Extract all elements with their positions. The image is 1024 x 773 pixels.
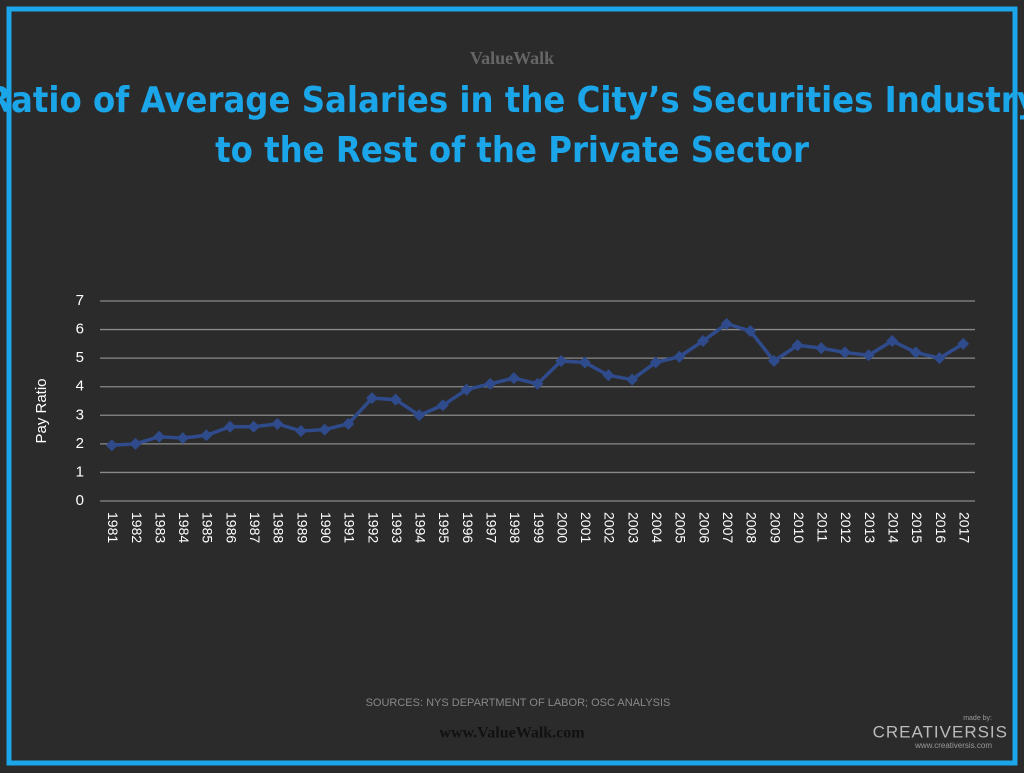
x-tick-label: 1991 — [342, 512, 358, 543]
y-tick-label: 5 — [76, 349, 84, 366]
marker — [791, 339, 804, 352]
x-tick-label: 1983 — [152, 512, 168, 543]
frame — [6, 6, 1018, 766]
x-tick-label: 1998 — [507, 512, 523, 543]
marker — [602, 369, 615, 382]
marker — [153, 430, 166, 443]
x-tick-label: 1993 — [389, 512, 405, 543]
marker — [129, 437, 142, 450]
marker — [413, 409, 426, 422]
x-tick-label: 2013 — [862, 512, 878, 543]
x-tick-label: 2009 — [767, 512, 783, 543]
x-tick-label: 1992 — [365, 512, 381, 543]
marker — [862, 349, 875, 362]
marker — [933, 352, 946, 365]
marker — [673, 350, 686, 363]
y-tick-label: 6 — [76, 321, 84, 338]
marker — [555, 355, 568, 367]
x-tick-label: 1981 — [105, 512, 121, 543]
x-tick-label: 2003 — [625, 512, 641, 543]
chart-title: to the Rest of the Private Sector — [215, 130, 809, 171]
y-axis-label: Pay Ratio — [33, 378, 50, 443]
brand: ValueWalk — [470, 48, 554, 68]
marker — [365, 392, 378, 405]
source: SOURCES: NYS DEPARTMENT OF LABOR; OSC AN… — [366, 697, 671, 709]
y-tick-label: 1 — [76, 463, 84, 480]
x-tick-label: 2014 — [886, 512, 902, 543]
y-tick-label: 2 — [76, 435, 84, 452]
x-tick-label: 1999 — [531, 512, 547, 543]
marker — [838, 346, 851, 359]
marker — [957, 337, 970, 350]
x-tick-label: 2000 — [554, 512, 570, 543]
x-tick-label: 2015 — [909, 512, 925, 543]
x-tick-label: 2016 — [933, 512, 949, 543]
maker-note: made by: — [963, 715, 992, 722]
maker: CREATIVERSIS — [873, 722, 1008, 741]
marker — [531, 377, 544, 390]
y-tick-label: 0 — [76, 492, 84, 509]
x-tick-label: 1997 — [483, 512, 499, 543]
x-tick-label: 1982 — [129, 512, 145, 543]
marker — [626, 373, 639, 386]
marker — [720, 317, 733, 330]
x-tick-label: 2005 — [673, 512, 689, 543]
marker — [389, 393, 402, 406]
marker — [176, 432, 189, 445]
marker — [886, 335, 899, 347]
marker — [295, 425, 308, 437]
marker — [224, 420, 237, 433]
x-tick-label: 1990 — [318, 512, 334, 543]
site: www.ValueWalk.com — [439, 725, 585, 742]
x-tick-label: 2006 — [696, 512, 712, 543]
marker — [909, 346, 922, 359]
marker — [436, 399, 449, 412]
marker — [744, 325, 757, 337]
marker — [649, 356, 662, 369]
x-tick-label: 2008 — [744, 512, 760, 543]
marker — [342, 417, 355, 430]
x-tick-label: 1989 — [294, 512, 310, 543]
y-tick-label: 3 — [76, 406, 84, 423]
x-tick-label: 1987 — [247, 512, 263, 543]
marker — [697, 335, 710, 347]
x-tick-label: 1996 — [460, 512, 476, 543]
x-tick-label: 1986 — [223, 512, 239, 543]
y-tick-label: 4 — [76, 378, 84, 395]
marker — [460, 383, 473, 396]
x-tick-label: 2017 — [956, 512, 972, 543]
y-tick-label: 7 — [76, 292, 84, 309]
x-tick-label: 2012 — [838, 512, 854, 543]
x-tick-label: 2001 — [578, 512, 594, 543]
x-tick-label: 2011 — [815, 512, 831, 542]
marker — [578, 356, 591, 369]
x-tick-label: 2010 — [791, 512, 807, 543]
marker — [200, 429, 213, 442]
x-tick-label: 1995 — [436, 512, 452, 543]
marker — [247, 420, 260, 433]
x-tick-label: 2002 — [602, 512, 618, 543]
x-tick-label: 1984 — [176, 512, 192, 543]
marker — [318, 423, 331, 436]
marker — [105, 439, 118, 452]
x-tick-label: 1988 — [271, 512, 287, 543]
x-tick-label: 2007 — [720, 512, 736, 543]
x-tick-label: 1985 — [200, 512, 216, 543]
marker — [815, 342, 828, 355]
x-tick-label: 2004 — [649, 512, 665, 543]
marker — [507, 372, 520, 385]
marker — [484, 377, 497, 390]
chart-title: Ratio of Average Salaries in the City’s … — [0, 80, 1024, 121]
x-tick-label: 1994 — [413, 512, 429, 543]
maker-site: www.creativersis.com — [914, 741, 992, 750]
marker — [767, 355, 780, 367]
marker — [271, 417, 284, 430]
